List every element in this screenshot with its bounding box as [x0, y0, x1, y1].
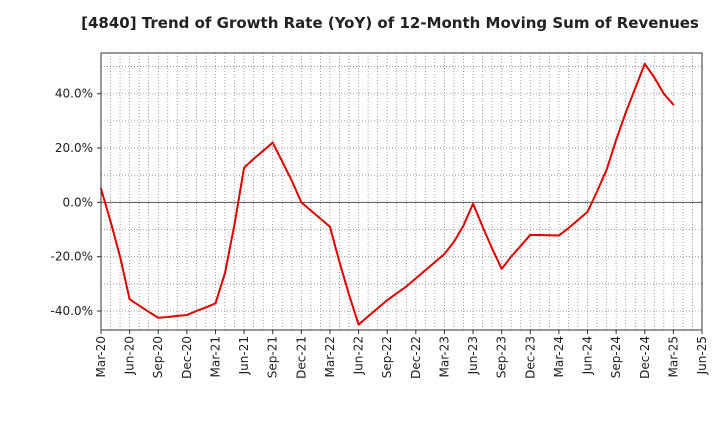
x-tick-label: Mar-20 [94, 336, 108, 377]
x-tick-label: Mar-21 [208, 336, 222, 377]
y-tick-label: -20.0% [51, 250, 93, 264]
x-tick-label: Sep-21 [266, 336, 280, 378]
x-tick-label: Mar-23 [437, 336, 451, 377]
y-tick-label: -40.0% [51, 304, 93, 318]
x-tick-label: Jun-22 [352, 336, 366, 375]
y-tick-label: 0.0% [63, 195, 94, 209]
x-tick-label: Jun-20 [123, 336, 137, 375]
x-tick-label: Dec-24 [638, 336, 652, 379]
x-tick-label: Dec-20 [180, 336, 194, 379]
chart-title: [4840] Trend of Growth Rate (YoY) of 12-… [81, 14, 699, 32]
x-tick-label: Dec-23 [523, 336, 537, 379]
series-line-0 [100, 62, 675, 326]
y-tick-label: 20.0% [55, 141, 93, 155]
x-tick-label: Jun-24 [581, 336, 595, 375]
x-tick-label: Mar-25 [666, 336, 680, 377]
x-tick-label: Sep-23 [495, 336, 509, 378]
grid-layer [101, 53, 702, 330]
y-tick-labels: 40.0% 20.0% 0.0% -20.0% -40.0% [51, 87, 93, 318]
x-tick-label: Mar-24 [552, 336, 566, 377]
plot-frame [100, 52, 703, 331]
x-tick-label: Dec-22 [409, 336, 423, 379]
x-tick-label: Dec-21 [294, 336, 308, 379]
series-layer [100, 62, 675, 326]
x-tick-label: Jun-23 [466, 336, 480, 375]
x-tick-label: Sep-24 [609, 336, 623, 378]
x-tick-label: Jun-25 [695, 336, 709, 375]
x-tick-label: Sep-20 [151, 336, 165, 378]
y-tick-label: 40.0% [55, 87, 93, 101]
x-tick-label: Jun-21 [237, 336, 251, 375]
x-tick-labels: Mar-20 Jun-20 Sep-20 Dec-20 Mar-21 Jun-21 Sep-… [94, 336, 709, 379]
axis-layer [97, 52, 703, 334]
x-tick-label: Sep-22 [380, 336, 394, 378]
x-tick-label: Mar-22 [323, 336, 337, 377]
